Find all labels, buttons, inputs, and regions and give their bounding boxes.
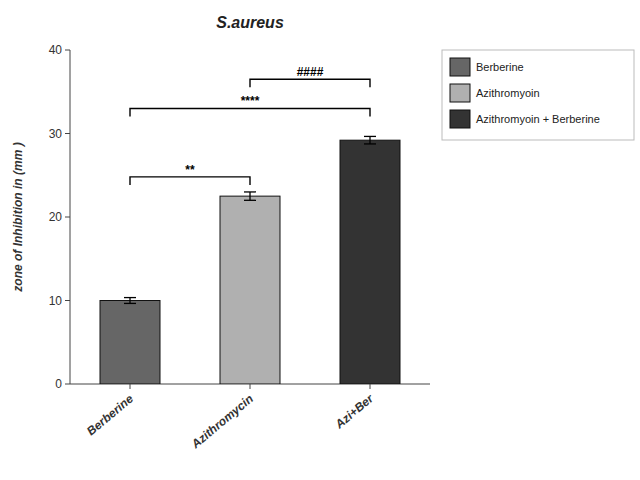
legend-label: Berberine [476,61,524,73]
error-bar [244,192,256,200]
error-cap [244,191,256,192]
x-tick [370,384,371,389]
significance-label: **** [241,94,260,108]
y-tick-label: 40 [49,43,63,57]
x-tick-label: Azithromycin [188,392,256,452]
y-tick-label: 20 [49,210,63,224]
error-cap [364,136,376,137]
significance-label: #### [297,65,324,79]
y-tick [65,133,70,134]
x-tick [130,384,131,389]
bar [220,196,280,384]
y-axis: 0 10 20 30 40 [49,43,70,391]
legend-label: Azithromyoin [476,87,540,99]
error-line [249,192,250,200]
legend-swatch [450,84,470,102]
significance-bracket [130,177,250,185]
bar [100,301,160,385]
error-cap [364,143,376,144]
legend-label: Azithromyoin + Berberine [476,113,600,125]
error-cap [244,200,256,201]
y-tick [65,384,70,385]
legend: Berberine Azithromyoin Azithromyoin + Berb… [442,50,634,140]
y-tick [65,300,70,301]
y-tick-label: 0 [55,377,62,391]
marks [100,136,400,384]
y-tick-label: 30 [49,127,63,141]
significance-bracket [130,108,370,116]
title: S.aureus [216,14,284,31]
y-tick [65,217,70,218]
error-cap [124,303,136,304]
error-bar [124,298,136,304]
bar [340,140,400,384]
error-line [369,136,370,144]
legend-swatch [450,110,470,128]
annotations: ******#### [130,65,370,185]
x-tick [250,384,251,389]
x-tick-label: Berberine [84,391,136,438]
y-tick-label: 10 [49,294,63,308]
legend-frame [442,50,634,140]
legend-swatch [450,58,470,76]
error-line [129,298,130,304]
y-axis-line [70,50,71,384]
background [0,0,640,480]
y-tick [65,50,70,51]
error-bar [364,136,376,144]
significance-label: ** [185,163,195,177]
error-cap [124,297,136,298]
x-tick-label: Azi+Ber [332,391,377,432]
chart: S.aureus 0 10 20 30 40 zone of Inhibition in (… [0,0,640,480]
y-axis-label: zone of Inhibition in (mm ) [11,142,25,292]
significance-bracket [250,79,370,87]
